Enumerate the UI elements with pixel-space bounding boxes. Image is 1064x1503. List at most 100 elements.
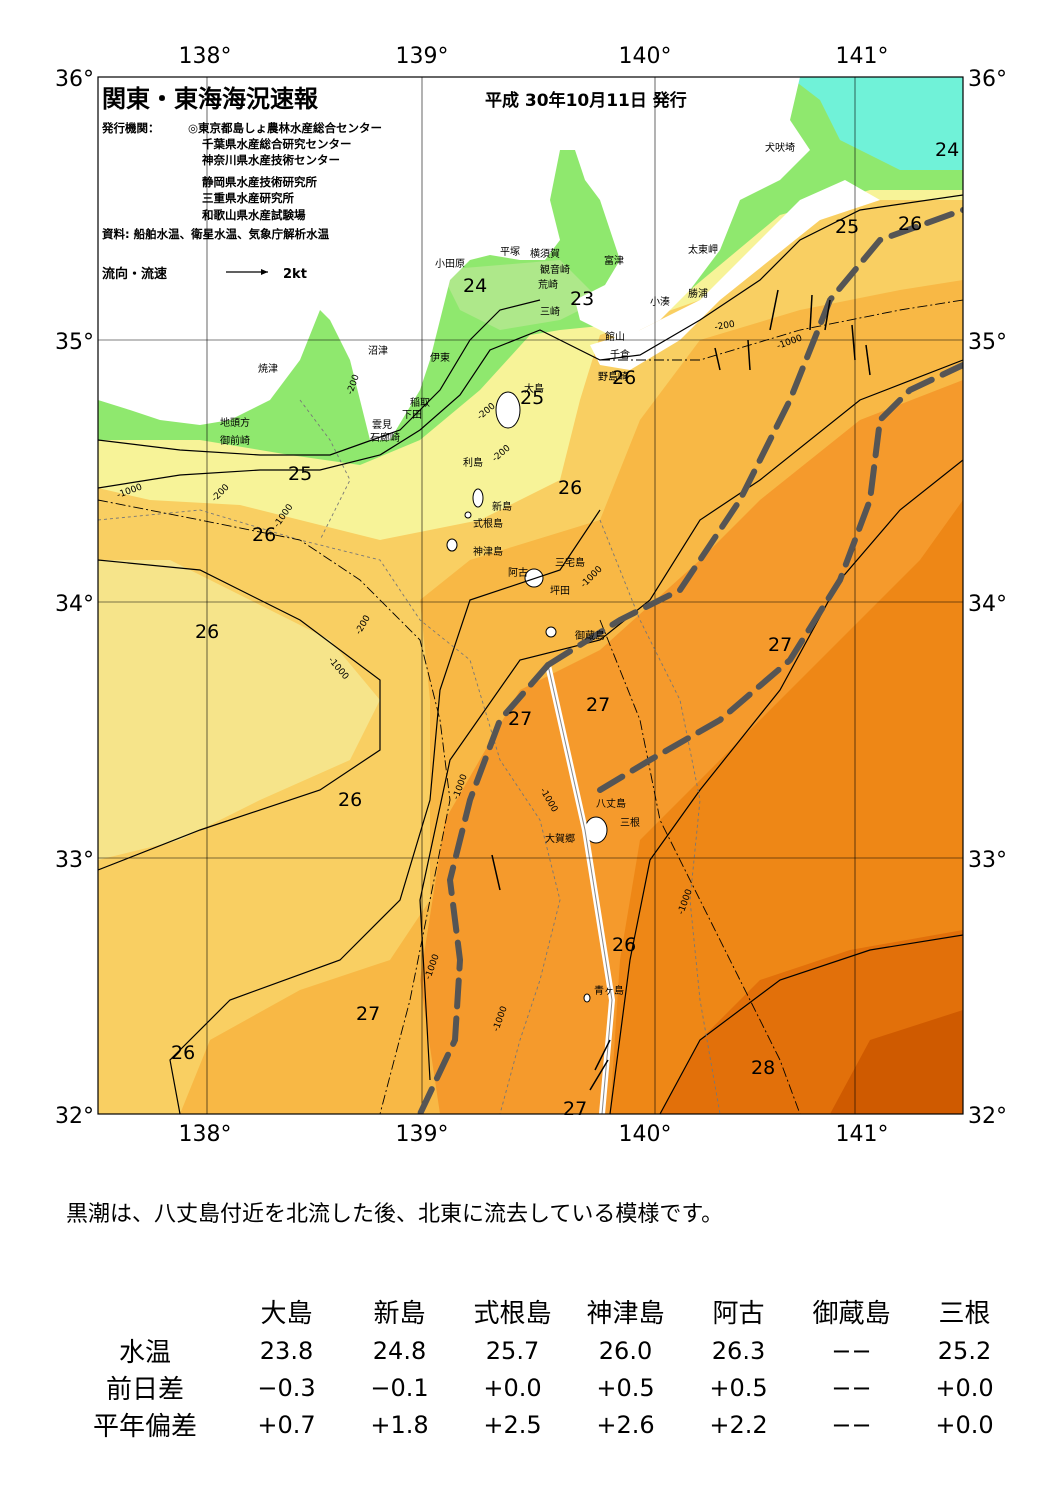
place-name: 焼津: [258, 363, 278, 375]
land-boso: [590, 180, 880, 370]
table-row: 前日差 −0.3 −0.1 +0.0 +0.5 +0.5 −− +0.0: [60, 1369, 1021, 1406]
place-name: 大賀郷: [545, 832, 575, 845]
publisher-item: 千葉県水産総合研究センター: [202, 137, 352, 151]
table-cell: −0.3: [257, 1373, 316, 1402]
lat-labels-left: 36° 35° 34° 33° 32°: [55, 67, 94, 1129]
map-area: [98, 77, 963, 1114]
isotherm-label: 26: [612, 934, 636, 956]
island-kozushima: [446, 538, 458, 552]
row-label: 前日差: [105, 1375, 184, 1405]
isotherm-label: 26: [171, 1042, 195, 1064]
depth-label: -200: [714, 320, 736, 333]
issue-date: 平成 30年10月11日 発行: [485, 90, 687, 111]
table-cell: +2.5: [483, 1410, 542, 1439]
table-cell: 24.8: [372, 1336, 427, 1365]
place-name: 式根島: [473, 517, 503, 530]
place-name: 神津島: [473, 545, 503, 558]
place-name: 野島崎: [598, 370, 628, 383]
place-name: 沼津: [368, 344, 388, 357]
lon-label: 140°: [619, 1122, 672, 1147]
lat-label: 36°: [55, 67, 94, 92]
table-cell: −0.1: [370, 1373, 429, 1402]
table-cell: +0.0: [935, 1373, 994, 1402]
depth-contours: [98, 399, 721, 1114]
table-cell: +0.0: [483, 1373, 542, 1402]
lon-labels-top: 138° 139° 140° 141°: [179, 44, 889, 69]
zone-cold-northeast: [790, 77, 963, 170]
isotherm-label: 27: [586, 694, 610, 716]
place-name: 坪田: [550, 584, 570, 597]
place-name: 勝浦: [688, 287, 708, 300]
place-name: 御蔵島: [575, 629, 605, 642]
island-aogashima: [583, 993, 591, 1003]
island-miyakejima: [524, 568, 544, 588]
column-header: 式根島: [473, 1298, 552, 1329]
isotherm-label: 25: [835, 216, 859, 238]
publisher-label: 発行機関：: [101, 121, 160, 135]
isotherm-labels: 24 23 25 24 25 26 26 25 26 26 26 26 27 2…: [171, 139, 959, 1120]
place-name: 荒崎: [538, 278, 558, 291]
table-cell: +0.5: [709, 1373, 768, 1402]
place-name: 八丈島: [596, 797, 626, 810]
lat-label: 35°: [968, 330, 1007, 355]
table-cell: +2.6: [596, 1410, 655, 1439]
map-frame: [97, 76, 964, 1115]
place-name: 横須賀: [530, 247, 560, 260]
place-name: 利島: [463, 456, 483, 469]
place-name: 平塚: [500, 246, 520, 258]
place-name: 下田: [402, 410, 422, 421]
column-header: 御蔵島: [812, 1298, 891, 1329]
island-shikinejima: [464, 511, 472, 519]
isotherm-label: 24: [463, 275, 487, 297]
place-name: 新島: [492, 500, 512, 513]
table-cell: 26.3: [711, 1336, 766, 1365]
lat-label: 32°: [55, 1104, 94, 1129]
island-oshima: [495, 391, 521, 429]
kuroshio-axis: [417, 207, 963, 1114]
lon-label: 138°: [179, 1122, 232, 1147]
table-cell: +0.5: [596, 1373, 655, 1402]
isotherm-label: 25: [288, 463, 312, 485]
table-row: 水温 23.8 24.8 25.7 26.0 26.3 −− 25.2: [60, 1332, 1021, 1369]
place-name: 富津: [604, 254, 624, 267]
zone-23: [440, 260, 600, 330]
column-header: 阿古: [712, 1298, 765, 1329]
place-name: 雲見: [372, 419, 392, 431]
place-name: 大島: [524, 382, 544, 395]
table-header-row: 大島 新島 式根島 神津島 阿古 御蔵島 三根: [60, 1290, 1021, 1332]
lon-labels-bottom: 138° 139° 140° 141°: [179, 1122, 889, 1147]
lat-labels-right: 36° 35° 34° 33° 32°: [968, 67, 1007, 1129]
legend-label: 流向・流速: [102, 266, 167, 282]
legend-speed: 2kt: [283, 267, 307, 282]
current-arrows: [491, 289, 871, 1091]
place-name: 太東岬: [688, 243, 718, 256]
isotherm-label: 25: [520, 387, 544, 409]
publisher-item: ◎東京都島しょ農林水産総合センター: [188, 121, 382, 135]
island-niijima: [472, 488, 484, 508]
isotherm-label: 27: [563, 1098, 587, 1120]
table-cell: −−: [831, 1336, 872, 1365]
isotherm-label: 26: [898, 213, 922, 235]
column-header: 大島: [260, 1298, 313, 1329]
publisher-item: 神奈川県水産技術センター: [202, 153, 340, 167]
row-label: 平年偏差: [92, 1412, 197, 1442]
column-header: 神津島: [586, 1298, 665, 1329]
lon-label: 141°: [836, 1122, 889, 1147]
place-name: 阿古: [508, 566, 528, 579]
table-row: 平年偏差 +0.7 +1.8 +2.5 +2.6 +2.2 −− +0.0: [60, 1406, 1021, 1443]
island-mikurajima: [545, 626, 557, 638]
publisher-item: 静岡県水産技術研究所: [202, 175, 317, 189]
lon-label: 140°: [619, 44, 672, 69]
lat-label: 34°: [968, 592, 1007, 617]
lon-label: 141°: [836, 44, 889, 69]
summary-text: 黒潮は、八丈島付近を北流した後、北東に流去している模様です。: [66, 1202, 724, 1227]
island-temperature-table: 大島 新島 式根島 神津島 阿古 御蔵島 三根 水温 23.8 24.8 25.…: [60, 1290, 1021, 1443]
publisher-block: 発行機関： ◎東京都島しょ農林水産総合センター 千葉県水産総合研究センター 神奈…: [101, 121, 382, 241]
place-name: 青ヶ島: [594, 984, 624, 997]
column-header: 新島: [373, 1298, 426, 1329]
isotherm-label: 23: [570, 288, 594, 310]
place-name: 小湊: [650, 295, 670, 308]
isotherm-label: 26: [612, 367, 636, 389]
isotherm-label: 26: [195, 621, 219, 643]
column-header: 三根: [938, 1298, 991, 1329]
